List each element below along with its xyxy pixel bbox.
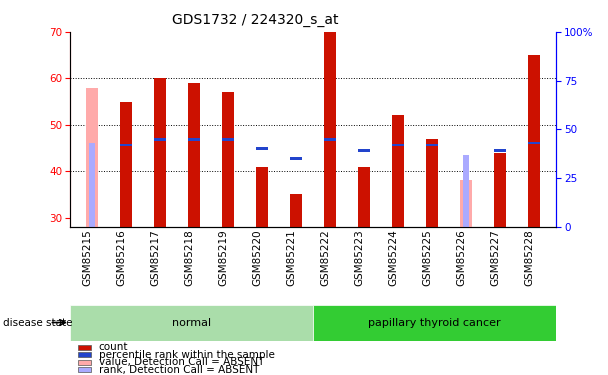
Bar: [313, 304, 556, 340]
Bar: [256, 147, 268, 150]
Text: GDS1732 / 224320_s_at: GDS1732 / 224320_s_at: [172, 13, 339, 27]
Bar: [89, 143, 95, 227]
Bar: [426, 139, 438, 227]
Bar: [324, 32, 336, 227]
Bar: [290, 157, 302, 160]
Bar: [358, 166, 370, 227]
Bar: [188, 83, 200, 227]
Bar: [222, 138, 234, 141]
Bar: [324, 138, 336, 141]
Bar: [78, 367, 91, 372]
Bar: [426, 144, 438, 146]
Bar: [463, 155, 469, 227]
Bar: [358, 149, 370, 152]
Bar: [78, 360, 91, 364]
Bar: [120, 102, 132, 227]
Bar: [494, 153, 506, 227]
Text: normal: normal: [172, 318, 211, 327]
Text: count: count: [98, 342, 128, 352]
Bar: [528, 142, 540, 144]
Bar: [392, 116, 404, 227]
Text: rank, Detection Call = ABSENT: rank, Detection Call = ABSENT: [98, 364, 259, 375]
Bar: [528, 55, 540, 227]
Bar: [86, 88, 98, 227]
Bar: [70, 304, 313, 340]
Bar: [154, 78, 166, 227]
Text: value, Detection Call = ABSENT: value, Detection Call = ABSENT: [98, 357, 264, 367]
Text: disease state: disease state: [3, 318, 72, 327]
Bar: [290, 194, 302, 227]
Bar: [460, 180, 472, 227]
Bar: [222, 92, 234, 227]
Bar: [188, 138, 200, 141]
Bar: [256, 166, 268, 227]
Bar: [154, 138, 166, 141]
Bar: [494, 149, 506, 152]
Bar: [392, 144, 404, 146]
Bar: [120, 144, 132, 146]
Bar: [78, 352, 91, 357]
Bar: [78, 345, 91, 350]
Text: percentile rank within the sample: percentile rank within the sample: [98, 350, 274, 360]
Text: papillary thyroid cancer: papillary thyroid cancer: [368, 318, 501, 327]
